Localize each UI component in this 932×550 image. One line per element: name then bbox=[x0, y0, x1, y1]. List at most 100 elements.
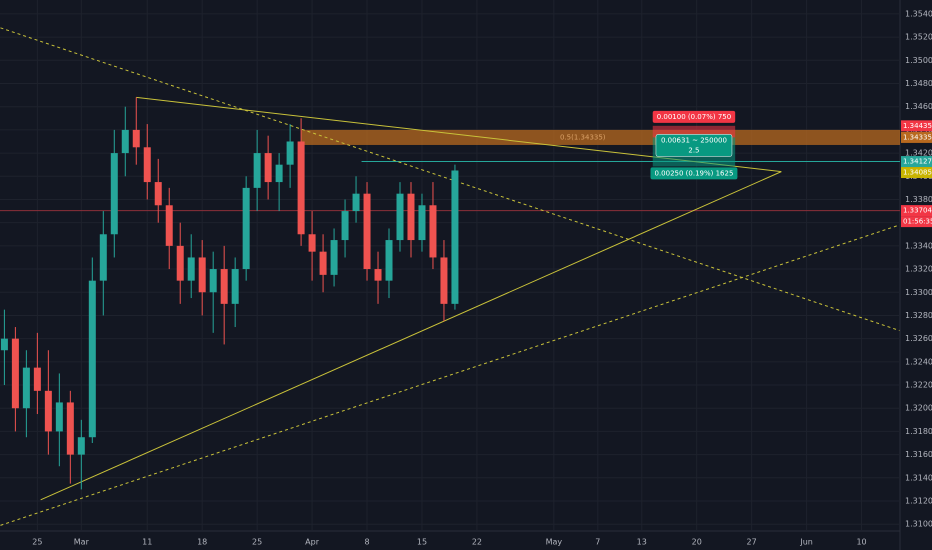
candle-body bbox=[11, 338, 19, 409]
candle-body bbox=[198, 257, 206, 293]
candle-body bbox=[264, 153, 272, 183]
x-tick-label: 18 bbox=[197, 538, 207, 547]
price-marker bbox=[901, 205, 932, 217]
candle-body bbox=[154, 182, 162, 206]
candle-body bbox=[33, 367, 41, 391]
y-tick-label: 1.35000 bbox=[905, 56, 932, 65]
x-tick-label: 10 bbox=[856, 538, 866, 547]
price-marker-label: 1.34435 bbox=[903, 122, 932, 130]
candle-body bbox=[396, 193, 404, 241]
candle-body bbox=[55, 402, 63, 432]
candle-body bbox=[176, 245, 184, 281]
price-marker bbox=[901, 156, 932, 168]
x-tick-label: 22 bbox=[472, 538, 482, 547]
x-tick-label: 7 bbox=[595, 538, 600, 547]
y-tick-label: 1.35400 bbox=[905, 9, 932, 18]
candle-body bbox=[319, 251, 327, 275]
candle-body bbox=[308, 234, 316, 252]
price-marker bbox=[901, 167, 932, 179]
trend-line bbox=[40, 171, 782, 501]
candle-body bbox=[440, 257, 448, 304]
x-tick-label: 25 bbox=[252, 538, 262, 547]
x-tick-label: Mar bbox=[74, 538, 90, 547]
x-tick-label: 11 bbox=[142, 538, 152, 547]
price-marker bbox=[901, 120, 932, 132]
candle-body bbox=[253, 153, 261, 188]
x-tick-label: 15 bbox=[417, 538, 427, 547]
trend-line bbox=[0, 224, 900, 526]
reward-label-box bbox=[650, 167, 738, 180]
reward-label: 0.00250 (0.19%) 1625 bbox=[654, 169, 733, 177]
y-tick-label: 1.32200 bbox=[905, 381, 932, 390]
candle-body bbox=[66, 402, 74, 455]
candle-body bbox=[132, 129, 140, 148]
price-marker-label: 1.33704 bbox=[903, 207, 932, 215]
y-tick-label: 1.33000 bbox=[905, 288, 932, 297]
candle-body bbox=[286, 141, 294, 165]
candle-body bbox=[110, 153, 118, 235]
y-tick-label: 1.32400 bbox=[905, 357, 932, 366]
candle-body bbox=[429, 205, 437, 258]
candle-body bbox=[297, 141, 305, 235]
candle-body bbox=[374, 269, 382, 281]
candle-body bbox=[407, 193, 415, 241]
trend-line bbox=[0, 27, 900, 331]
y-tick-label: 1.31600 bbox=[905, 450, 932, 459]
y-tick-label: 1.32800 bbox=[905, 311, 932, 320]
candle-body bbox=[385, 240, 393, 281]
candle-body bbox=[231, 269, 239, 304]
candle-body bbox=[451, 170, 459, 304]
price-marker bbox=[901, 131, 932, 143]
y-tick-label: 1.35200 bbox=[905, 33, 932, 42]
candle-body bbox=[22, 367, 30, 409]
candle-body bbox=[242, 187, 250, 270]
price-marker-label: 1.34335 bbox=[903, 133, 932, 141]
candle-body bbox=[44, 390, 52, 432]
x-tick-label: 27 bbox=[747, 538, 757, 547]
y-tick-label: 1.34200 bbox=[905, 149, 932, 158]
x-tick-label: 13 bbox=[637, 538, 647, 547]
y-tick-label: 1.33200 bbox=[905, 265, 932, 274]
y-tick-label: 1.32000 bbox=[905, 404, 932, 413]
risk-label: 0.00100 (0.07%) 750 bbox=[657, 113, 731, 121]
y-tick-label: 1.33400 bbox=[905, 241, 932, 250]
countdown-timer: 01:56:35 bbox=[903, 218, 932, 226]
candle-body bbox=[220, 269, 228, 304]
x-tick-label: 25 bbox=[32, 538, 42, 547]
y-tick-label: 1.34600 bbox=[905, 102, 932, 111]
price-marker-label: 1.34127 bbox=[903, 158, 932, 166]
y-tick-label: 1.31400 bbox=[905, 473, 932, 482]
candle-body bbox=[275, 164, 283, 183]
candle-body bbox=[418, 205, 426, 241]
candle-body bbox=[121, 129, 129, 154]
y-tick-label: 1.33800 bbox=[905, 195, 932, 204]
candle-body bbox=[99, 234, 107, 281]
x-tick-label: May bbox=[546, 538, 563, 547]
y-tick-label: 1.31200 bbox=[905, 497, 932, 506]
x-tick-label: 20 bbox=[692, 538, 702, 547]
price-marker-label: 1.34085 bbox=[903, 169, 932, 177]
y-tick-label: 1.31800 bbox=[905, 427, 932, 436]
y-tick-label: 1.32600 bbox=[905, 334, 932, 343]
timer-box bbox=[901, 216, 932, 228]
candle-body bbox=[363, 193, 371, 270]
candle-body bbox=[143, 147, 151, 183]
candle-body bbox=[352, 193, 360, 212]
risk-label-box bbox=[652, 110, 736, 123]
x-tick-label: Apr bbox=[305, 538, 320, 547]
x-tick-label: 8 bbox=[364, 538, 369, 547]
candle-body bbox=[165, 205, 173, 246]
fib-label: 0.5(1.34335) bbox=[560, 133, 606, 141]
candle-body bbox=[77, 437, 85, 455]
y-tick-label: 1.34800 bbox=[905, 79, 932, 88]
center-label: 0.00631 ~ 250000 bbox=[661, 136, 727, 144]
candle-body bbox=[330, 240, 338, 275]
candle-body bbox=[88, 280, 96, 438]
candle-body bbox=[0, 338, 8, 351]
candle-body bbox=[341, 211, 349, 241]
risk-zone bbox=[652, 125, 736, 138]
center-label: 2.5 bbox=[688, 146, 699, 154]
candle-body bbox=[187, 257, 195, 281]
